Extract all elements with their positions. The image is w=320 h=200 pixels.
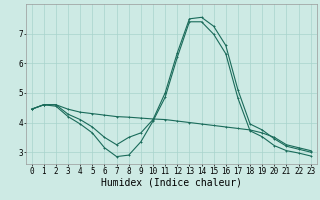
X-axis label: Humidex (Indice chaleur): Humidex (Indice chaleur) [101,177,242,187]
